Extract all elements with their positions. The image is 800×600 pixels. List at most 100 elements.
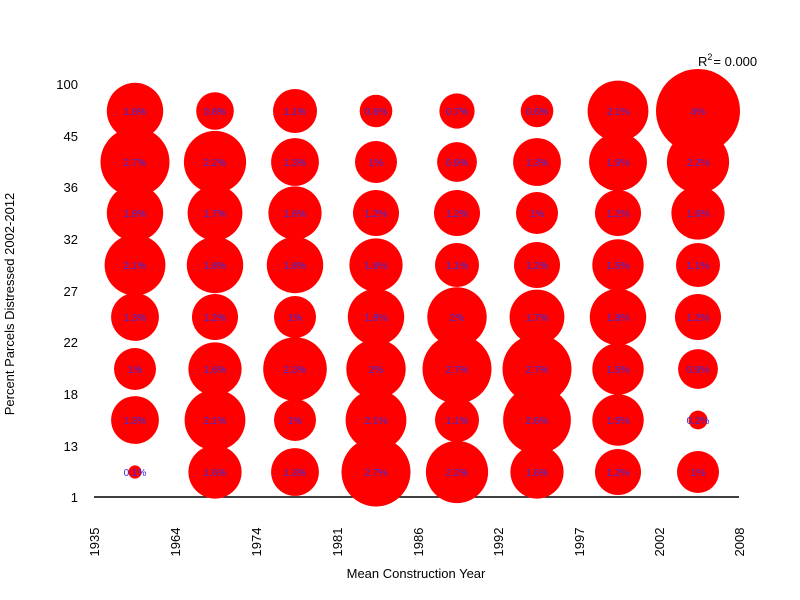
bubble: [587, 80, 649, 142]
bubble-value-label: 2.2%: [204, 158, 227, 169]
bubble: [128, 465, 142, 479]
bubble-value-label: 1.3%: [124, 313, 147, 324]
bubble-value-label: 1.3%: [526, 158, 549, 169]
bubble: [268, 186, 322, 240]
bubble: [114, 348, 156, 390]
bubble-value-label: 0.1%: [124, 468, 147, 479]
bubble: [671, 186, 725, 240]
bubble-value-label: 0.9%: [687, 365, 710, 376]
bubble-value-label: 1%: [530, 209, 545, 220]
bubble-value-label: 1.2%: [607, 209, 630, 220]
bubble: [688, 410, 708, 430]
bubble-value-label: 2.1%: [607, 107, 630, 118]
bubble-value-label: 0.2%: [687, 416, 710, 427]
bubble-value-label: 2.7%: [526, 365, 549, 376]
bubble: [274, 296, 316, 338]
bubble: [676, 243, 720, 287]
bubble: [353, 190, 399, 236]
bubble-value-label: 1.6%: [284, 209, 307, 220]
bubble: [196, 92, 234, 130]
bubble: [434, 190, 480, 236]
bubble: [271, 448, 319, 496]
bubble: [355, 141, 397, 183]
bubble-value-label: 1.5%: [607, 365, 630, 376]
bubble-value-label: 1%: [691, 468, 706, 479]
bubble-value-label: 2.6%: [526, 416, 549, 427]
bubble: [271, 138, 319, 186]
bubble: [341, 437, 411, 507]
bubble: [186, 236, 244, 294]
bubble: [439, 93, 475, 129]
bubble: [425, 440, 489, 504]
x-axis-title: Mean Construction Year: [347, 566, 486, 581]
bubble: [513, 138, 561, 186]
bubble: [188, 342, 242, 396]
y-tick-label: 36: [64, 180, 78, 195]
x-tick-labels: 1935 1964 1974 1981 1986 1992 1997 2002 2008: [87, 528, 747, 557]
r-squared-prefix: R: [698, 54, 707, 69]
bubble-value-label: 1.6%: [204, 365, 227, 376]
bubble-value-label: 1.8%: [365, 313, 388, 324]
x-tick-label: 1974: [249, 528, 264, 557]
x-tick-label: 1986: [411, 528, 426, 557]
data-labels: 1.8% 0.8% 1.1% 0.6% 0.7% 0.6% 2.1% 4% 2.7% 2.2% 1.…: [124, 107, 710, 479]
y-tick-labels: 1 13 18 22 27 32 36 45 100: [56, 77, 78, 505]
bubble: [273, 89, 317, 133]
y-tick-label: 45: [64, 129, 78, 144]
bubble: [589, 288, 647, 346]
bubble-value-label: 1.2%: [687, 313, 710, 324]
x-tick-label: 1997: [572, 528, 587, 557]
bubble-value-label: 2.7%: [124, 158, 147, 169]
bubbles: [100, 69, 740, 507]
bubble-value-label: 1.5%: [607, 261, 630, 272]
bubble: [263, 337, 327, 401]
bubble-value-label: 1.8%: [124, 209, 147, 220]
bubble-value-label: 2.1%: [204, 416, 227, 427]
bubble-value-label: 2.1%: [124, 261, 147, 272]
bubble-value-label: 0.7%: [446, 107, 469, 118]
bubble-value-label: 2.2%: [446, 468, 469, 479]
bubble: [435, 398, 479, 442]
bubble-value-label: 1.7%: [526, 313, 549, 324]
bubble-value-label: 1.2%: [365, 209, 388, 220]
bubble: [345, 389, 407, 451]
bubble-value-label: 1.3%: [284, 158, 307, 169]
y-tick-label: 32: [64, 232, 78, 247]
bubble-value-label: 2.1%: [365, 416, 388, 427]
bubble-value-label: 1.8%: [284, 261, 307, 272]
bubble: [106, 82, 164, 140]
x-tick-label: 1964: [168, 528, 183, 557]
bubble: [183, 130, 247, 194]
r-squared-superscript: 2: [707, 52, 712, 62]
x-tick-label: 1981: [330, 528, 345, 557]
bubble: [437, 142, 477, 182]
bubble: [675, 294, 721, 340]
bubble-value-label: 1.1%: [284, 107, 307, 118]
bubble: [595, 449, 641, 495]
bubble-value-label: 1.6%: [204, 468, 227, 479]
y-tick-label: 1: [71, 490, 78, 505]
bubble-value-label: 1%: [369, 158, 384, 169]
bubble: [656, 69, 740, 153]
bubble: [510, 445, 564, 499]
x-tick-label: 2008: [732, 528, 747, 557]
y-axis-title: Percent Parcels Distressed 2002-2012: [2, 193, 17, 416]
bubble-value-label: 1.7%: [204, 209, 227, 220]
x-tick-label: 1992: [491, 528, 506, 557]
bubble-value-label: 2.7%: [446, 365, 469, 376]
bubble: [666, 130, 730, 194]
bubble: [111, 293, 159, 341]
bubble-value-label: 1.8%: [204, 261, 227, 272]
bubble-value-label: 4%: [691, 107, 706, 118]
bubble: [595, 190, 641, 236]
bubble: [520, 94, 554, 128]
bubble: [592, 343, 644, 395]
bubble: [106, 184, 164, 242]
bubble-value-label: 2%: [450, 313, 465, 324]
bubble: [509, 289, 565, 345]
bubble-value-label: 1%: [288, 416, 303, 427]
bubble-value-label: 1.2%: [607, 468, 630, 479]
bubble-value-label: 1.8%: [607, 313, 630, 324]
bubble-value-label: 1.6%: [365, 261, 388, 272]
bubble-value-label: 2.2%: [687, 158, 710, 169]
